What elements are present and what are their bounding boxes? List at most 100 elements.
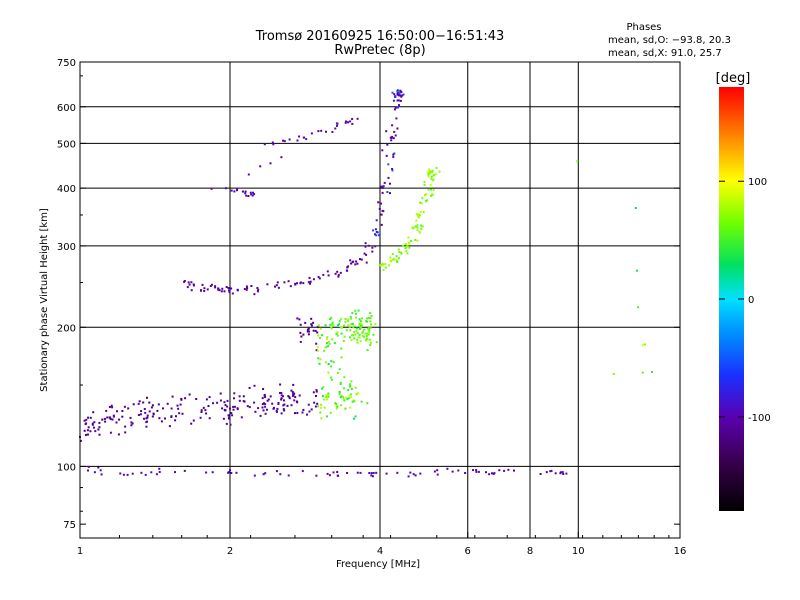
echo-point (312, 391, 315, 394)
echo-point (405, 250, 408, 253)
echo-point (423, 181, 426, 184)
echo-point (229, 407, 231, 410)
echo-point (253, 474, 256, 477)
echo-point (339, 383, 342, 385)
echo-point (366, 320, 369, 323)
echo-point (299, 340, 302, 343)
echo-point (356, 338, 359, 341)
echo-point (293, 399, 296, 402)
echo-point (179, 403, 182, 406)
echo-point (426, 171, 429, 174)
echo-point (346, 472, 349, 474)
echo-point (304, 321, 307, 324)
echo-point (91, 422, 94, 425)
echo-point (290, 389, 293, 392)
echo-point (307, 281, 310, 284)
echo-point (354, 415, 357, 418)
echo-point (330, 378, 333, 381)
echo-point (416, 224, 419, 227)
echo-point (209, 285, 212, 287)
echo-point (363, 335, 365, 338)
x-axis-ticks: 1 2 4 6 8 10 16 (77, 532, 686, 557)
echo-point (266, 399, 269, 402)
echo-point (115, 421, 118, 424)
echo-point (392, 155, 395, 158)
echo-point (400, 91, 403, 94)
x-tick-label: 1 (77, 546, 83, 557)
echo-point (364, 245, 367, 248)
echo-point (89, 430, 92, 433)
echo-point (294, 282, 297, 285)
echo-point (183, 280, 186, 282)
echo-point (276, 407, 279, 410)
echo-point (370, 472, 373, 475)
echo-point (326, 398, 329, 401)
echo-point (283, 281, 286, 284)
echo-point (421, 225, 424, 228)
echo-point (345, 120, 347, 123)
echo-point (327, 363, 330, 365)
echo-point (262, 473, 265, 476)
echo-point (231, 414, 234, 417)
echo-point (317, 334, 319, 337)
echo-point (396, 259, 399, 262)
echo-point (279, 392, 281, 394)
echo-point (124, 425, 127, 428)
echo-point (105, 409, 108, 412)
echo-point (383, 181, 386, 184)
echo-point (325, 130, 327, 133)
echo-point (319, 411, 322, 414)
echo-point (146, 396, 148, 399)
echo-point (98, 426, 101, 429)
echo-point (355, 260, 358, 263)
echo-point (121, 415, 124, 418)
echo-point (392, 137, 395, 140)
echo-point (336, 471, 339, 473)
echo-point (340, 356, 343, 359)
echo-point (100, 473, 103, 476)
echo-point (393, 152, 396, 155)
echo-point (416, 215, 419, 217)
echo-point (380, 223, 383, 226)
echo-point (412, 473, 415, 476)
echo-point (637, 306, 640, 309)
echo-point (361, 317, 363, 320)
echo-point (404, 243, 407, 246)
echo-point (200, 289, 202, 292)
echo-point (353, 331, 356, 333)
echo-point (288, 396, 291, 399)
echo-point (327, 274, 330, 277)
echo-point (286, 404, 289, 407)
echo-point (188, 283, 191, 286)
echo-point (192, 419, 195, 422)
echo-point (259, 165, 262, 168)
echo-point (539, 473, 542, 475)
echo-point (393, 108, 396, 111)
echo-point (431, 170, 434, 173)
echo-point (316, 349, 319, 352)
echo-point (245, 194, 248, 197)
echo-point (266, 408, 268, 411)
colorbar-tick-label: -100 (748, 413, 771, 424)
echo-point (400, 95, 403, 98)
echo-point (203, 287, 206, 290)
echo-point (204, 409, 207, 412)
y-tick-label: 200 (57, 323, 76, 334)
echo-point (327, 345, 330, 348)
echo-point (398, 251, 401, 253)
x-tick-label: 6 (465, 546, 471, 557)
echo-point (327, 395, 330, 398)
echo-point (350, 380, 353, 383)
echo-point (245, 288, 248, 291)
echo-point (251, 194, 254, 197)
echo-point (340, 404, 343, 407)
echo-point (369, 311, 372, 314)
echo-point (325, 393, 328, 396)
echo-point (427, 175, 430, 178)
echo-point (233, 397, 235, 400)
echo-point (210, 283, 213, 286)
echo-point (368, 331, 371, 334)
echo-point (86, 433, 89, 436)
echo-point (327, 392, 330, 395)
echo-point (331, 338, 334, 341)
